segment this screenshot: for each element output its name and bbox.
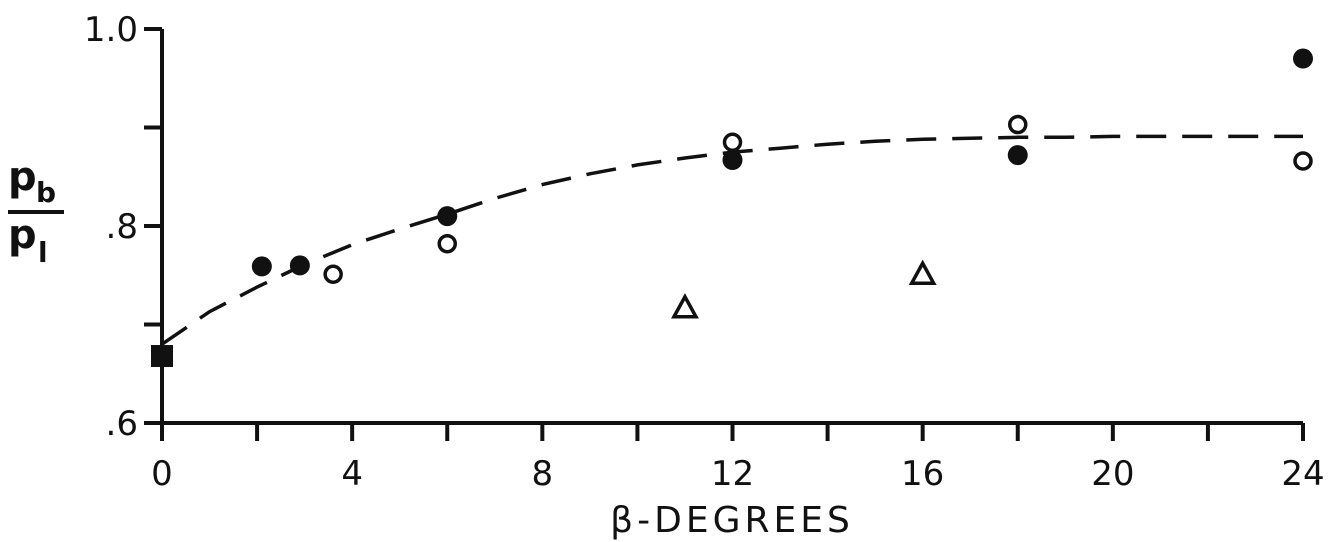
open-circle-point: [437, 233, 457, 254]
filled-circle-point: [251, 256, 272, 277]
open-circle-point: [1293, 151, 1313, 171]
open-circle-point: [1008, 114, 1028, 135]
x-tick-label: 16: [901, 454, 944, 494]
y-label-numerator: p: [8, 154, 37, 200]
x-tick-label: 0: [151, 454, 173, 494]
x-ticks: 0 4 8 12 16 20 24: [151, 423, 1325, 494]
y-ticks: .6 .8 1.0: [84, 10, 162, 444]
y-label-numerator-sub: b: [36, 176, 56, 209]
y-label-denominator: p: [8, 212, 37, 258]
x-tick-label: 12: [711, 454, 754, 494]
y-label-denominator-sub: l: [38, 236, 48, 269]
filled-circle-point: [289, 255, 310, 276]
data-points-layer: [151, 48, 1313, 368]
x-tick-label: 8: [532, 454, 554, 494]
y-tick-label: .8: [106, 207, 138, 247]
x-axis-label: β-DEGREES: [610, 500, 854, 541]
x-tick-label: 20: [1091, 454, 1134, 494]
filled-circle-point: [1007, 145, 1028, 166]
x-tick-label: 24: [1281, 454, 1324, 494]
open-circle-point: [323, 264, 343, 285]
open-triangle-point: [670, 293, 699, 319]
open-triangle-point: [908, 259, 937, 286]
y-axis-label: p b p l: [8, 154, 64, 269]
filled-circle-point: [722, 150, 743, 171]
filled-square-point: [151, 345, 173, 368]
open-circle-point: [722, 132, 743, 153]
filled-circle-point: [437, 206, 458, 227]
axes: [160, 29, 1303, 425]
x-tick-label: 4: [341, 454, 363, 494]
filled-circle-point: [1293, 48, 1313, 69]
y-tick-label: .6: [106, 404, 138, 444]
y-tick-label: 1.0: [84, 10, 138, 50]
